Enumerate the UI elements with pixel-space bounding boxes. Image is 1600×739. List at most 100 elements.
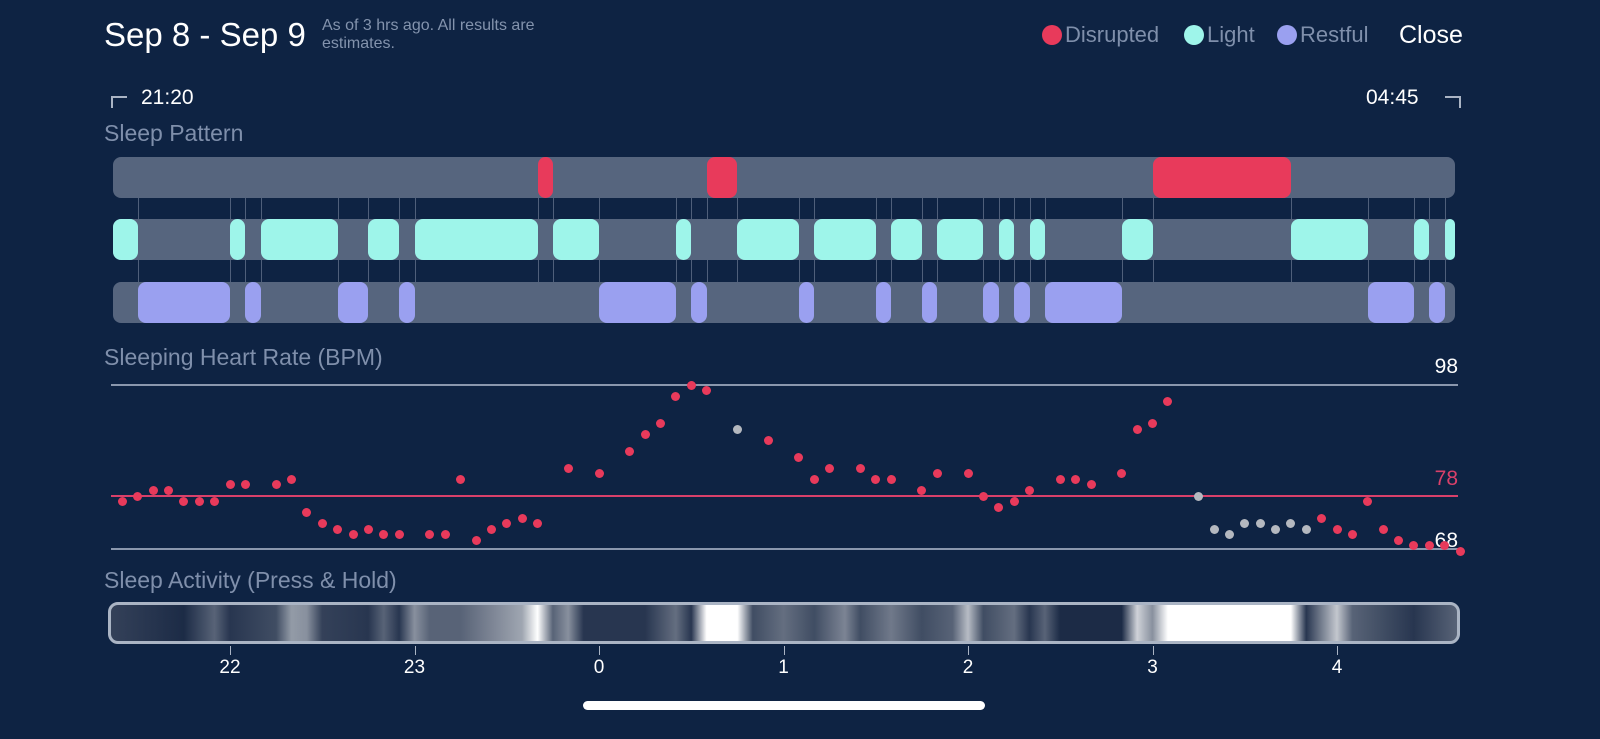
heart-rate-point <box>210 497 220 507</box>
heart-rate-point <box>1086 480 1096 490</box>
light-segment[interactable] <box>1290 219 1368 260</box>
axis-tick <box>230 646 231 655</box>
light-segment[interactable] <box>414 219 538 260</box>
start-bracket-icon <box>111 96 127 108</box>
close-button[interactable]: Close <box>1399 21 1463 49</box>
heart-rate-point <box>317 519 327 529</box>
start-time: 21:20 <box>141 86 194 109</box>
heart-rate-point <box>1148 419 1157 429</box>
heart-rate-point <box>287 474 296 484</box>
restful-segment[interactable] <box>337 282 369 323</box>
light-segment[interactable] <box>814 219 876 260</box>
heart-rate-point <box>871 474 881 484</box>
light-segment[interactable] <box>937 219 984 260</box>
heart-rate-point <box>563 463 573 473</box>
disrupted-segment[interactable] <box>706 157 738 198</box>
heart-rate-point <box>1455 547 1465 556</box>
estimate-note: As of 3 hrs ago. All results are estimat… <box>322 17 535 52</box>
light-segment[interactable] <box>675 219 692 260</box>
heart-rate-point <box>1071 474 1081 484</box>
heart-rate-point <box>502 519 512 529</box>
axis-tick-label: 2 <box>962 657 974 678</box>
light-segment[interactable] <box>891 219 922 260</box>
restful-segment[interactable] <box>875 282 892 323</box>
restful-segment[interactable] <box>599 282 676 323</box>
heart-rate-point <box>1209 524 1219 534</box>
heart-rate-point <box>809 474 819 484</box>
legend-label: Restful <box>1300 22 1369 47</box>
heart-rate-point <box>1194 491 1204 501</box>
light-segment[interactable] <box>1413 219 1430 260</box>
light-segment[interactable] <box>737 219 799 260</box>
sleep-activity-bar[interactable] <box>108 602 1460 644</box>
heart-rate-point <box>763 436 773 445</box>
heart-rate-title: Sleeping Heart Rate (BPM) <box>104 344 383 370</box>
restful-segment[interactable] <box>691 282 707 323</box>
restful-segment[interactable] <box>1044 282 1122 323</box>
restful-segment[interactable] <box>921 282 938 323</box>
heart-rate-point <box>1363 497 1373 507</box>
light-segment[interactable] <box>1029 219 1045 260</box>
restful-segment[interactable] <box>245 282 261 323</box>
restful-segment[interactable] <box>798 282 815 323</box>
light-segment[interactable] <box>368 219 400 260</box>
legend-label: Disrupted <box>1065 22 1160 47</box>
heart-rate-point <box>425 530 435 540</box>
heart-rate-point <box>1271 524 1280 534</box>
axis-tick <box>599 646 600 655</box>
heart-rate-point <box>302 508 312 518</box>
disrupted-track[interactable] <box>113 157 1455 198</box>
axis-tick-label: 23 <box>403 657 426 678</box>
restful-segment[interactable] <box>983 282 999 323</box>
home-indicator[interactable] <box>583 701 985 710</box>
axis-tick <box>783 646 785 655</box>
light-segment[interactable] <box>998 219 1015 260</box>
heart-rate-point <box>348 530 358 540</box>
axis-tick <box>1152 646 1154 655</box>
light-segment[interactable] <box>260 219 338 260</box>
restful-segment[interactable] <box>399 282 415 323</box>
heart-rate-point <box>825 463 835 473</box>
disrupted-segment[interactable] <box>1152 157 1291 198</box>
max-label: 98 <box>1434 355 1458 378</box>
heart-rate-point <box>1424 541 1434 551</box>
restful-track[interactable] <box>113 282 1455 323</box>
legend-label: Light <box>1207 22 1255 47</box>
restful-dot-icon <box>1277 25 1297 45</box>
axis-tick <box>414 646 416 655</box>
heart-rate-point <box>1240 519 1250 529</box>
avg-label: 78 <box>1434 467 1458 490</box>
end-bracket-icon <box>1445 96 1461 108</box>
light-track[interactable] <box>113 219 1455 260</box>
heart-rate-point <box>886 474 896 484</box>
restful-segment[interactable] <box>1014 282 1030 323</box>
heart-rate-point <box>1009 497 1019 507</box>
legend-disrupted: Disrupted <box>1042 22 1159 48</box>
heart-rate-point <box>271 480 281 490</box>
axis-tick-label: 3 <box>1147 657 1158 678</box>
light-segment[interactable] <box>1444 219 1455 260</box>
min-line <box>111 548 1458 550</box>
heart-rate-point <box>194 497 204 507</box>
heart-rate-point <box>164 485 173 495</box>
heart-rate-point <box>1286 519 1296 529</box>
disrupted-segment[interactable] <box>537 157 553 198</box>
light-segment[interactable] <box>230 219 246 260</box>
sleep-pattern-title: Sleep Pattern <box>104 120 244 146</box>
light-segment[interactable] <box>1121 219 1153 260</box>
heart-rate-point <box>932 469 942 479</box>
heart-rate-point <box>117 497 127 507</box>
heart-rate-point <box>240 480 250 490</box>
light-dot-icon <box>1184 25 1204 45</box>
heart-rate-point <box>533 519 542 529</box>
restful-segment[interactable] <box>1367 282 1414 323</box>
date-range-title: Sep 8 - Sep 9 <box>104 16 306 53</box>
restful-segment[interactable] <box>1429 282 1445 323</box>
restful-segment[interactable] <box>137 282 230 323</box>
heart-rate-point <box>671 391 681 401</box>
legend-light: Light <box>1184 22 1255 48</box>
heart-rate-point <box>1301 524 1311 534</box>
light-segment[interactable] <box>113 219 138 260</box>
heart-rate-point <box>379 530 389 540</box>
light-segment[interactable] <box>552 219 599 260</box>
